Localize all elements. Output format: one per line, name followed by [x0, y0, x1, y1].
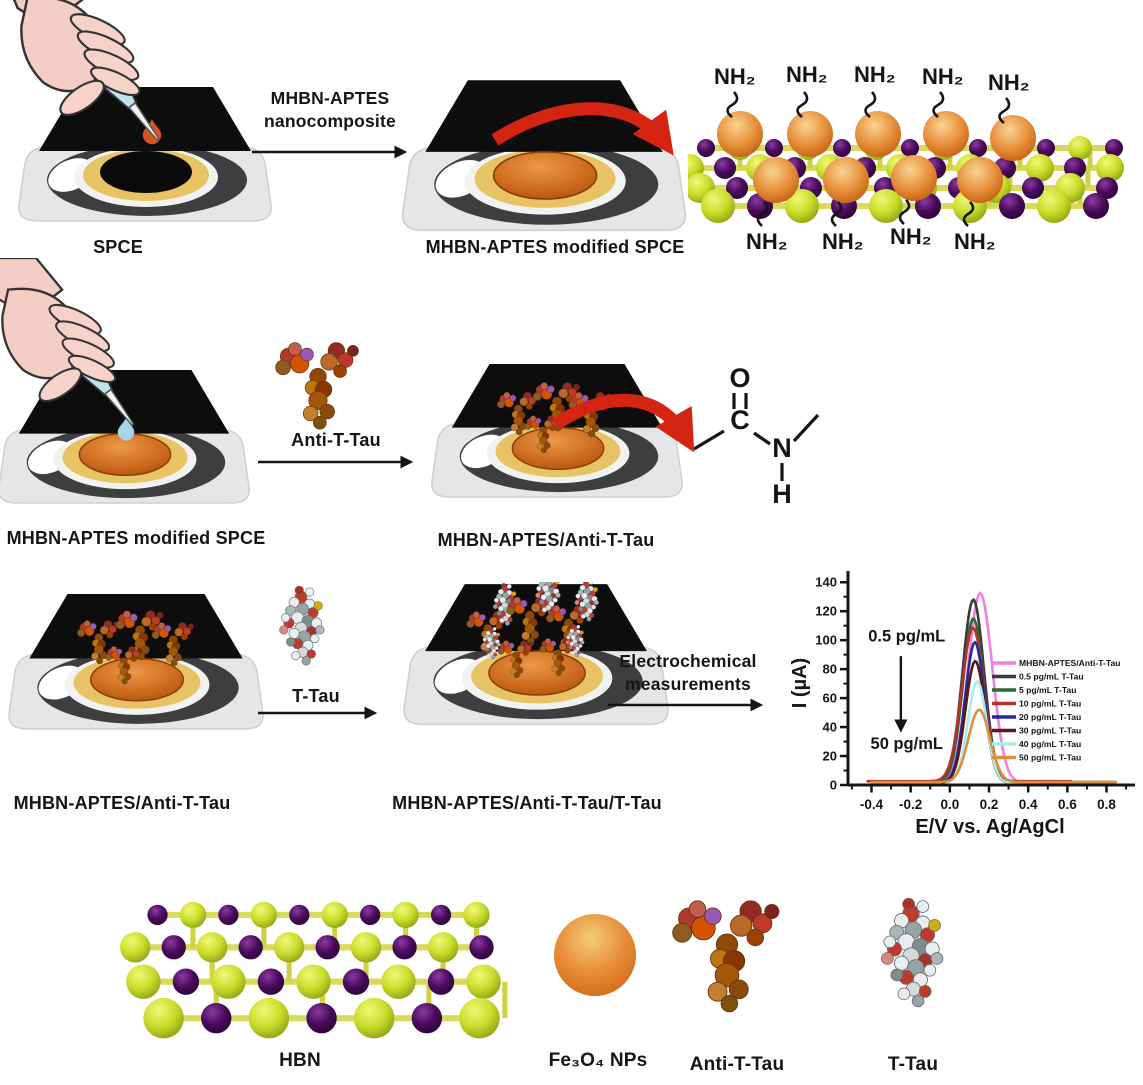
voltammogram-chart: 0 20 40 60 80 100 120 140 -0.4 -0.2 0.0 0.2 0.4 0.6 0.…: [790, 571, 1135, 838]
zoom-arrow-nanocomposite: [491, 102, 674, 156]
svg-text:20 pg/mL T-Tau: 20 pg/mL T-Tau: [1019, 712, 1081, 722]
svg-text:50 pg/mL T-Tau: 50 pg/mL T-Tau: [1019, 753, 1081, 763]
svg-text:0.5 pg/mL T-Tau: 0.5 pg/mL T-Tau: [1019, 672, 1084, 682]
svg-text:MHBN-APTES/Anti-T-Tau: MHBN-APTES/Anti-T-Tau: [1019, 658, 1121, 668]
fe3o4-nanoparticle-graphic: [554, 914, 636, 996]
svg-text:140: 140: [815, 575, 837, 590]
mhbn-anti-ttau-label-row3: MHBN-APTES/Anti-T-Tau: [13, 793, 231, 813]
svg-text:0.8: 0.8: [1097, 797, 1116, 812]
antibody-electrode-graphic: [428, 362, 686, 511]
nh2-labels: NH₂ NH₂ NH₂ NH₂ NH₂ NH₂ NH₂ NH₂ NH₂: [714, 62, 1030, 254]
anti-ttau-arrow-label: Anti-T-Tau: [291, 430, 381, 450]
nh2-linker-squiggles: [726, 91, 1011, 227]
ttau-arrow-label: T-Tau: [292, 686, 340, 706]
svg-text:0.0: 0.0: [940, 797, 959, 812]
nh2-label: NH₂: [890, 224, 932, 249]
svg-text:0.6: 0.6: [1058, 797, 1077, 812]
modified-spce-label-row2: MHBN-APTES modified SPCE: [6, 528, 266, 548]
svg-text:-0.2: -0.2: [899, 797, 922, 812]
step1-arrow-label-line1: MHBN-APTES: [270, 88, 390, 108]
nh2-label: NH₂: [854, 62, 896, 87]
modified-spce-electrode-graphic: [0, 368, 253, 517]
nh2-label: NH₂: [988, 70, 1030, 95]
nh2-label: NH₂: [954, 229, 996, 254]
step1-arrow-label-line2: nanocomposite: [264, 111, 396, 131]
hand-pipette-icon: [0, 0, 215, 180]
hand-pipette-icon-2: [0, 258, 187, 463]
svg-text:0.5 pg/mL: 0.5 pg/mL: [868, 628, 945, 646]
svg-text:0.4: 0.4: [1019, 797, 1038, 812]
amide-oxygen: O: [729, 363, 750, 393]
svg-text:100: 100: [815, 633, 837, 648]
nh2-label: NH₂: [786, 62, 828, 87]
antibody-electrode-graphic-row3: [5, 592, 267, 743]
chart-y-axis-label: I (µA): [790, 658, 811, 708]
amide-nitrogen: N: [772, 433, 792, 463]
spce-electrode-graphic: [15, 85, 275, 235]
svg-text:-0.4: -0.4: [860, 797, 884, 812]
mhbn-anti-ttau-label: MHBN-APTES/Anti-T-Tau: [437, 530, 655, 550]
modified-spce-label: MHBN-APTES modified SPCE: [425, 237, 685, 257]
chart-x-axis-label: E/V vs. Ag/AgCl: [915, 816, 1064, 838]
svg-text:120: 120: [815, 604, 837, 619]
anti-ttau-legend-label: Anti-T-Tau: [689, 1054, 785, 1075]
amide-bond-structure: O C N H: [693, 363, 820, 509]
ttau-complex-electrode-graphic: [400, 582, 672, 739]
mhbn-anti-ttau-ttau-label: MHBN-APTES/Anti-T-Tau/T-Tau: [392, 793, 662, 813]
svg-text:50 pg/mL: 50 pg/mL: [871, 735, 943, 753]
svg-text:0: 0: [830, 778, 837, 793]
electrochemical-label-line2: measurements: [625, 674, 751, 694]
nh2-label: NH₂: [922, 64, 964, 89]
svg-text:80: 80: [823, 662, 837, 677]
spce-label: SPCE: [93, 237, 143, 257]
svg-text:5 pg/mL T-Tau: 5 pg/mL T-Tau: [1019, 685, 1076, 695]
nh2-label: NH₂: [746, 229, 788, 254]
nanocomposite-zoom-graphic: NH₂ NH₂ NH₂ NH₂ NH₂ NH₂ NH₂ NH₂ NH₂: [688, 62, 1124, 254]
nh2-label: NH₂: [714, 64, 756, 89]
svg-text:10 pg/mL T-Tau: 10 pg/mL T-Tau: [1019, 699, 1081, 709]
svg-text:20: 20: [823, 749, 837, 764]
hbn-label: HBN: [279, 1050, 321, 1071]
svg-text:60: 60: [823, 691, 837, 706]
hbn-lattice-graphic: [120, 901, 508, 1039]
svg-text:30 pg/mL T-Tau: 30 pg/mL T-Tau: [1019, 726, 1081, 736]
svg-text:40 pg/mL T-Tau: 40 pg/mL T-Tau: [1019, 739, 1081, 749]
zoom-arrow-amide: [552, 393, 695, 453]
fe3o4-label: Fe₃O₄ NPs: [548, 1050, 648, 1071]
amide-carbon: C: [730, 405, 750, 435]
ttau-legend-label: T-Tau: [887, 1054, 939, 1075]
amide-hydrogen: H: [772, 479, 792, 509]
svg-text:40: 40: [823, 720, 837, 735]
electrochemical-label-line1: Electrochemical: [619, 651, 757, 671]
mhbn-aptes-modified-spce-graphic: [398, 78, 690, 246]
svg-text:0.2: 0.2: [980, 797, 999, 812]
nh2-label: NH₂: [822, 229, 864, 254]
